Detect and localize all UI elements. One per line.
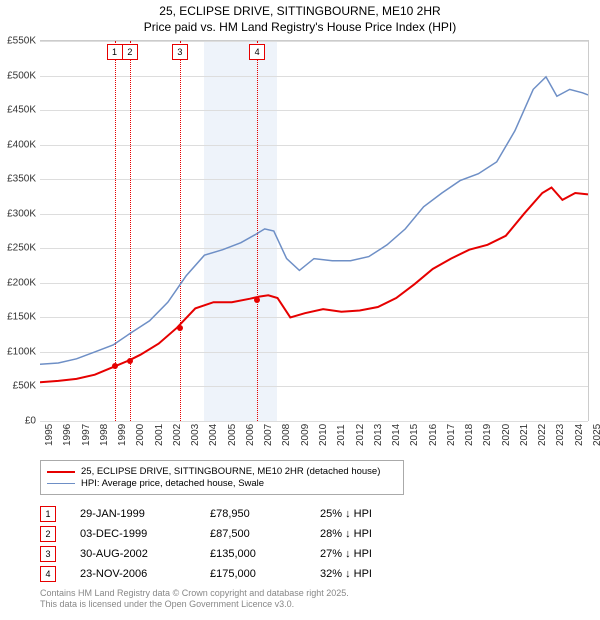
sale-marker-dot — [177, 325, 183, 331]
sales-row-delta: 32% ↓ HPI — [320, 568, 410, 580]
legend-swatch-hpi — [47, 483, 75, 484]
sale-marker-box: 2 — [122, 44, 138, 60]
x-axis-label: 2005 — [227, 424, 238, 446]
x-axis-label: 2013 — [373, 424, 384, 446]
x-axis-label: 2014 — [391, 424, 402, 446]
sales-row-price: £87,500 — [210, 528, 320, 540]
x-axis-label: 2008 — [281, 424, 292, 446]
y-axis-label: £450K — [0, 105, 36, 116]
y-axis-label: £550K — [0, 36, 36, 47]
x-axis-label: 2007 — [263, 424, 274, 446]
x-axis-label: 2015 — [409, 424, 420, 446]
y-axis-label: £300K — [0, 208, 36, 219]
y-axis-label: £500K — [0, 70, 36, 81]
chart-svg — [40, 41, 588, 421]
line-chart: £0£50K£100K£150K£200K£250K£300K£350K£400… — [40, 40, 589, 421]
footer-line2: This data is licensed under the Open Gov… — [40, 599, 349, 610]
y-axis-label: £250K — [0, 243, 36, 254]
sales-row-delta: 27% ↓ HPI — [320, 548, 410, 560]
x-axis-label: 1997 — [81, 424, 92, 446]
x-axis-label: 2018 — [464, 424, 475, 446]
sales-table-row: 1 29-JAN-1999£78,95025% ↓ HPI — [40, 504, 410, 524]
x-axis-label: 1998 — [99, 424, 110, 446]
x-axis-label: 2019 — [482, 424, 493, 446]
sale-marker-box: 1 — [107, 44, 123, 60]
y-axis-label: £350K — [0, 174, 36, 185]
x-axis-label: 1996 — [62, 424, 73, 446]
title-line1: 25, ECLIPSE DRIVE, SITTINGBOURNE, ME10 2… — [0, 4, 600, 20]
x-axis-label: 1999 — [117, 424, 128, 446]
x-axis-label: 2012 — [355, 424, 366, 446]
x-axis-label: 2009 — [300, 424, 311, 446]
legend-swatch-property — [47, 471, 75, 473]
legend-label-property: 25, ECLIPSE DRIVE, SITTINGBOURNE, ME10 2… — [81, 466, 380, 477]
sales-row-index: 3 — [40, 546, 56, 562]
y-axis-label: £150K — [0, 312, 36, 323]
x-axis-label: 2021 — [519, 424, 530, 446]
x-axis-label: 2003 — [190, 424, 201, 446]
sales-row-date: 03-DEC-1999 — [80, 528, 210, 540]
sales-row-date: 30-AUG-2002 — [80, 548, 210, 560]
sale-marker-dot — [254, 297, 260, 303]
x-axis-label: 2000 — [135, 424, 146, 446]
sales-table-row: 4 23-NOV-2006£175,00032% ↓ HPI — [40, 564, 410, 584]
y-axis-label: £0 — [0, 416, 36, 427]
legend-label-hpi: HPI: Average price, detached house, Swal… — [81, 478, 264, 489]
x-axis-label: 2024 — [574, 424, 585, 446]
page: 25, ECLIPSE DRIVE, SITTINGBOURNE, ME10 2… — [0, 0, 600, 620]
sale-marker-box: 3 — [172, 44, 188, 60]
legend-item-property: 25, ECLIPSE DRIVE, SITTINGBOURNE, ME10 2… — [47, 466, 397, 477]
gridline — [40, 421, 588, 422]
sales-row-price: £78,950 — [210, 508, 320, 520]
x-axis-label: 2023 — [555, 424, 566, 446]
sales-table: 1 29-JAN-1999£78,95025% ↓ HPI 2 03-DEC-1999… — [40, 504, 410, 584]
sale-marker-box: 4 — [249, 44, 265, 60]
sales-row-date: 29-JAN-1999 — [80, 508, 210, 520]
footer: Contains HM Land Registry data © Crown c… — [40, 588, 349, 610]
x-axis-label: 2006 — [245, 424, 256, 446]
sales-table-row: 2 03-DEC-1999£87,50028% ↓ HPI — [40, 524, 410, 544]
x-axis-label: 2017 — [446, 424, 457, 446]
title-line2: Price paid vs. HM Land Registry's House … — [0, 20, 600, 36]
sales-row-date: 23-NOV-2006 — [80, 568, 210, 580]
x-axis-label: 2001 — [154, 424, 165, 446]
y-axis-label: £100K — [0, 346, 36, 357]
sales-table-row: 3 30-AUG-2002£135,00027% ↓ HPI — [40, 544, 410, 564]
y-axis-label: £400K — [0, 139, 36, 150]
sales-row-price: £175,000 — [210, 568, 320, 580]
x-axis-label: 1995 — [44, 424, 55, 446]
footer-line1: Contains HM Land Registry data © Crown c… — [40, 588, 349, 599]
sales-row-index: 4 — [40, 566, 56, 582]
sales-row-index: 2 — [40, 526, 56, 542]
series-hpi — [40, 77, 588, 364]
legend-item-hpi: HPI: Average price, detached house, Swal… — [47, 478, 397, 489]
x-axis-label: 2025 — [592, 424, 600, 446]
x-axis-label: 2022 — [537, 424, 548, 446]
sales-row-delta: 25% ↓ HPI — [320, 508, 410, 520]
chart-title: 25, ECLIPSE DRIVE, SITTINGBOURNE, ME10 2… — [0, 0, 600, 35]
y-axis-label: £50K — [0, 381, 36, 392]
x-axis-label: 2002 — [172, 424, 183, 446]
y-axis-label: £200K — [0, 277, 36, 288]
sales-row-index: 1 — [40, 506, 56, 522]
sale-marker-dot — [112, 363, 118, 369]
x-axis-label: 2020 — [501, 424, 512, 446]
x-axis-label: 2004 — [208, 424, 219, 446]
sale-marker-dot — [127, 358, 133, 364]
x-axis-label: 2010 — [318, 424, 329, 446]
sales-row-delta: 28% ↓ HPI — [320, 528, 410, 540]
series-property — [40, 188, 588, 383]
sales-row-price: £135,000 — [210, 548, 320, 560]
legend: 25, ECLIPSE DRIVE, SITTINGBOURNE, ME10 2… — [40, 460, 404, 495]
x-axis-label: 2011 — [336, 424, 347, 446]
x-axis-label: 2016 — [428, 424, 439, 446]
